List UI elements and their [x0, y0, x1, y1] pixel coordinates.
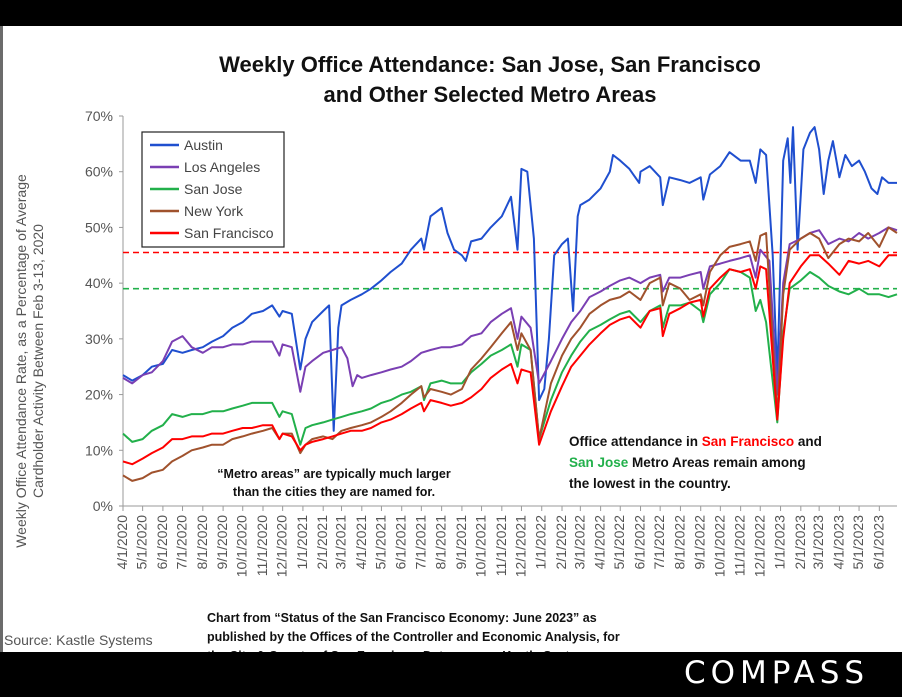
- x-tick-label: 9/1/2022: [692, 515, 708, 570]
- y-tick-label: 0%: [93, 498, 113, 514]
- y-tick-label: 20%: [85, 387, 113, 403]
- series-line-san-jose: [122, 268, 898, 446]
- x-tick-label: 12/1/2021: [512, 515, 528, 577]
- annotation-main-text-3: Metro Areas remain among: [628, 455, 806, 470]
- bottom-bar: [0, 652, 902, 697]
- y-tick-label: 40%: [85, 275, 113, 291]
- x-tick-label: 4/1/2021: [353, 515, 369, 570]
- left-border: [0, 26, 3, 652]
- x-tick-label: 11/1/2021: [493, 515, 509, 576]
- chart-title-line-1: Weekly Office Attendance: San Jose, San …: [219, 52, 761, 77]
- y-tick-label: 10%: [85, 442, 113, 458]
- legend-label: Los Angeles: [184, 159, 260, 175]
- x-tick-label: 3/1/2022: [571, 515, 587, 570]
- x-tick-label: 5/1/2023: [850, 515, 866, 570]
- x-tick-label: 7/1/2021: [412, 515, 428, 570]
- x-tick-label: 4/1/2023: [830, 515, 846, 570]
- x-tick-label: 2/1/2022: [553, 515, 569, 570]
- x-tick-label: 9/1/2020: [214, 515, 230, 570]
- chart-legend: Austin Los Angeles San Jose New York San Fra…: [141, 131, 285, 248]
- series-line-san-francisco: [122, 254, 897, 466]
- annotation-metro-line-2: than the cities they are named for.: [232, 485, 436, 499]
- annotation-metro-areas: “Metro areas” are typically much larger …: [196, 465, 472, 501]
- x-tick-label: 12/1/2022: [751, 515, 767, 577]
- x-tick-label: 6/1/2023: [870, 515, 886, 570]
- x-tick-label: 5/1/2021: [372, 515, 388, 570]
- y-tick-label: 30%: [85, 331, 113, 347]
- annotation-main-text-2: and: [794, 434, 822, 449]
- series-line-los-angeles: [122, 226, 898, 396]
- x-tick-label: 6/1/2020: [154, 515, 170, 570]
- legend-label: New York: [184, 203, 244, 219]
- x-tick-label: 8/1/2021: [433, 515, 449, 570]
- x-tick-label: 3/1/2023: [810, 515, 826, 570]
- x-tick-label: 4/1/2022: [592, 515, 608, 570]
- legend-label: San Francisco: [184, 225, 274, 241]
- x-tick-label: 9/1/2021: [453, 515, 469, 570]
- series-line-new-york: [122, 226, 898, 482]
- x-tick-label: 8/1/2022: [671, 515, 687, 570]
- x-tick-label: 5/1/2022: [611, 515, 627, 570]
- chart-title-line-2: and Other Selected Metro Areas: [323, 82, 657, 107]
- x-tick-label: 4/1/2020: [114, 515, 130, 570]
- y-tick-label: 60%: [85, 164, 113, 180]
- series-line-austin: [122, 126, 897, 432]
- credit-line-1: Chart from “Status of the San Francisco …: [207, 611, 597, 625]
- annotation-sf-highlight: San Francisco: [701, 434, 795, 449]
- x-tick-label: 6/1/2022: [632, 515, 648, 570]
- x-tick-label: 8/1/2020: [194, 515, 210, 570]
- legend-label: Austin: [184, 137, 223, 153]
- x-tick-label: 10/1/2022: [711, 515, 727, 577]
- x-tick-label: 11/1/2020: [254, 515, 270, 576]
- legend-label: San Jose: [184, 181, 243, 197]
- brand-logo: COMPASS: [684, 655, 870, 691]
- x-tick-label: 10/1/2020: [234, 515, 250, 577]
- chart-series: [122, 126, 898, 482]
- x-tick-label: 5/1/2020: [134, 515, 150, 570]
- annotation-main: Office attendance in San Francisco and Sa…: [569, 431, 859, 494]
- x-tick-label: 10/1/2021: [473, 515, 489, 577]
- x-tick-label: 7/1/2022: [651, 515, 667, 570]
- credit-line-2: published by the Offices of the Controll…: [207, 630, 620, 644]
- x-tick-label: 3/1/2021: [333, 515, 349, 570]
- x-tick-label: 1/1/2022: [533, 515, 549, 570]
- x-tick-label: 12/1/2020: [274, 515, 290, 577]
- y-tick-label: 50%: [85, 219, 113, 235]
- annotation-main-text-4: the lowest in the country.: [569, 476, 731, 491]
- x-tick-label: 1/1/2021: [294, 515, 310, 570]
- top-bar: [0, 0, 902, 26]
- chart-axes: 0%10%20%30%40%50%60%70%4/1/2020 5/1/2020 6…: [85, 108, 897, 577]
- chart-title: Weekly Office Attendance: San Jose, San …: [120, 50, 860, 110]
- x-tick-label: 11/1/2022: [732, 515, 748, 576]
- annotation-sj-highlight: San Jose: [569, 455, 629, 470]
- x-tick-label: 1/1/2023: [772, 515, 788, 570]
- source-note: Source: Kastle Systems: [4, 632, 153, 648]
- x-tick-label: 6/1/2021: [393, 515, 409, 570]
- x-tick-label: 2/1/2023: [792, 515, 808, 570]
- x-tick-label: 2/1/2021: [314, 515, 330, 570]
- annotation-metro-line-1: “Metro areas” are typically much larger: [217, 467, 451, 481]
- x-tick-label: 7/1/2020: [174, 515, 190, 570]
- annotation-main-text-1: Office attendance in: [569, 434, 702, 449]
- y-tick-label: 70%: [85, 108, 113, 124]
